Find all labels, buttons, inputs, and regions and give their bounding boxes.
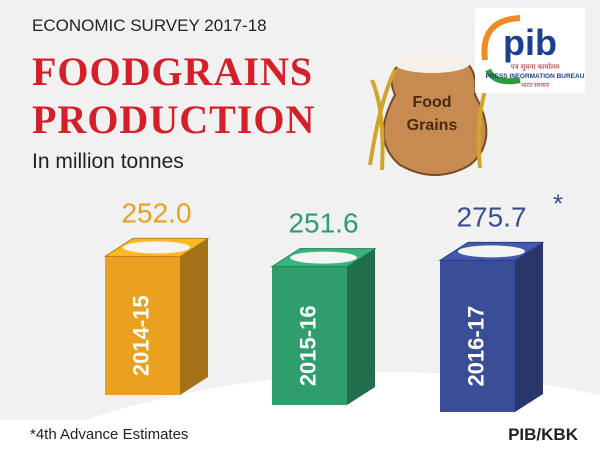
subtitle: In million tonnes [32, 150, 184, 173]
bar-side [180, 238, 208, 395]
logo: pib पत्र सूचना कार्यालय PRESS INFORMATIO… [475, 8, 585, 93]
sack-text: Food [412, 94, 451, 111]
credit: PIB/KBK [508, 425, 578, 444]
x-tick-label: 2015-16 [295, 305, 320, 386]
supertitle: ECONOMIC SURVEY 2017-18 [32, 16, 267, 35]
logo-hindi-sub: भारत सरकार [521, 83, 550, 89]
footer [0, 420, 600, 450]
logo-mark: pib [503, 22, 557, 63]
logo-name: PRESS INFORMATION BUREAU [486, 73, 585, 80]
bar-side [515, 242, 543, 412]
value-label: 275.7 [456, 201, 526, 232]
logo-hindi: पत्र सूचना कार्यालय [511, 62, 560, 71]
annotation: * [553, 188, 563, 218]
bar-side [347, 248, 375, 405]
sack-text: Grains [407, 117, 458, 134]
chart-title: FOODGRAINS PRODUCTION [32, 49, 316, 142]
bar-top-inner [123, 241, 190, 254]
sack: Food Grains [368, 53, 492, 176]
value-label: 251.6 [288, 208, 358, 239]
x-tick-label: 2014-15 [128, 295, 153, 376]
value-label: 252.0 [121, 197, 191, 228]
footnote: *4th Advance Estimates [30, 426, 189, 443]
x-tick-label: 2016-17 [463, 306, 488, 387]
bar-top-inner [458, 245, 525, 258]
bar-top-inner [290, 251, 357, 264]
bar [440, 260, 515, 412]
bar [272, 266, 347, 405]
bar [105, 256, 180, 395]
